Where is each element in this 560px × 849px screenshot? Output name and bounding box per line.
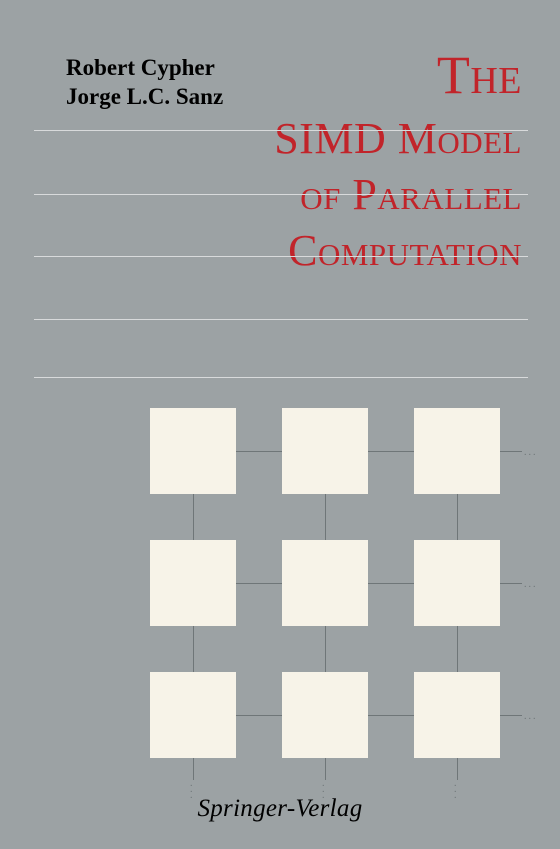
grid-connector-v — [325, 626, 326, 672]
grid-connector-h — [236, 451, 282, 452]
continuation-dots-h: ... — [524, 711, 538, 722]
grid-node — [150, 408, 236, 494]
grid-connector-h — [368, 451, 414, 452]
grid-node — [282, 540, 368, 626]
grid-diagram: .................. — [150, 408, 526, 778]
title-line-2: SIMD Model — [274, 116, 522, 162]
grid-node — [414, 408, 500, 494]
grid-node — [150, 672, 236, 758]
grid-connector-v — [457, 494, 458, 540]
title-line-3: of Parallel — [274, 172, 522, 218]
author-2: Jorge L.C. Sanz — [66, 83, 223, 112]
grid-connector-h — [500, 583, 522, 584]
rule-line — [34, 194, 528, 195]
rule-line — [34, 256, 528, 257]
grid-connector-v — [325, 758, 326, 780]
grid-connector-v — [325, 494, 326, 540]
grid-connector-v — [193, 626, 194, 672]
grid-node — [282, 672, 368, 758]
grid-connector-h — [368, 715, 414, 716]
grid-connector-h — [500, 451, 522, 452]
grid-connector-h — [368, 583, 414, 584]
grid-connector-v — [193, 758, 194, 780]
grid-node — [150, 540, 236, 626]
grid-connector-h — [236, 583, 282, 584]
continuation-dots-h: ... — [524, 579, 538, 590]
grid-connector-h — [500, 715, 522, 716]
authors-block: Robert Cypher Jorge L.C. Sanz — [66, 54, 223, 112]
rule-line — [34, 319, 528, 320]
grid-node — [414, 672, 500, 758]
title-block: The SIMD Model of Parallel Computation — [274, 48, 522, 275]
grid-connector-v — [457, 758, 458, 780]
grid-connector-h — [236, 715, 282, 716]
grid-connector-v — [193, 494, 194, 540]
rule-line — [34, 130, 528, 131]
title-line-1: The — [274, 48, 522, 102]
continuation-dots-h: ... — [524, 447, 538, 458]
title-line-4: Computation — [274, 228, 522, 274]
author-1: Robert Cypher — [66, 54, 223, 83]
publisher: Springer-Verlag — [0, 795, 560, 823]
rule-line — [34, 377, 528, 378]
grid-connector-v — [457, 626, 458, 672]
grid-node — [414, 540, 500, 626]
grid-node — [282, 408, 368, 494]
